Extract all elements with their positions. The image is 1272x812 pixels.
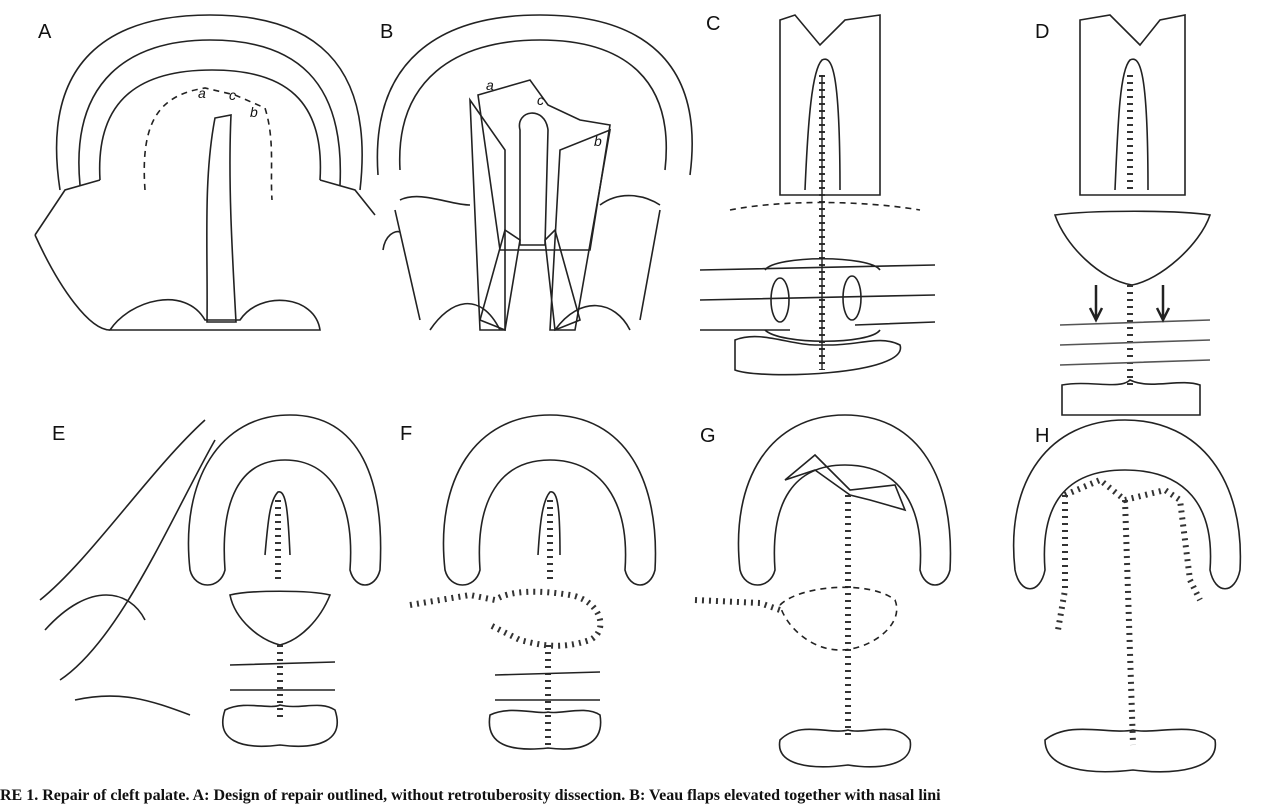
- point-label: b: [594, 133, 602, 149]
- point-label: a: [486, 77, 494, 93]
- point-label: c: [537, 92, 544, 108]
- panel-h-drawing: [1012, 419, 1242, 773]
- panel-label: G: [700, 425, 716, 447]
- point-label: c: [229, 87, 236, 103]
- panel-c-drawing: [699, 14, 936, 376]
- panel-e-drawing: [39, 414, 382, 747]
- panel-label: A: [38, 21, 52, 43]
- panel-d-drawing: [1053, 14, 1212, 416]
- panel-label: H: [1035, 425, 1049, 447]
- panel-label: F: [400, 423, 412, 445]
- panel-label: B: [380, 21, 393, 43]
- point-label: b: [250, 104, 258, 120]
- figure: A a c b B a c b C D E F G H: [34, 13, 1242, 773]
- figure-caption: RE 1. Repair of cleft palate. A: Design …: [0, 787, 941, 804]
- panel-g-drawing: [694, 414, 952, 768]
- panel-label: E: [52, 423, 65, 445]
- panel-label: D: [1035, 21, 1049, 43]
- panel-b-drawing: [376, 14, 693, 332]
- point-label: a: [198, 85, 206, 101]
- panel-f-drawing: [409, 414, 657, 750]
- panel-label: C: [706, 13, 720, 35]
- panel-a-drawing: [34, 14, 376, 331]
